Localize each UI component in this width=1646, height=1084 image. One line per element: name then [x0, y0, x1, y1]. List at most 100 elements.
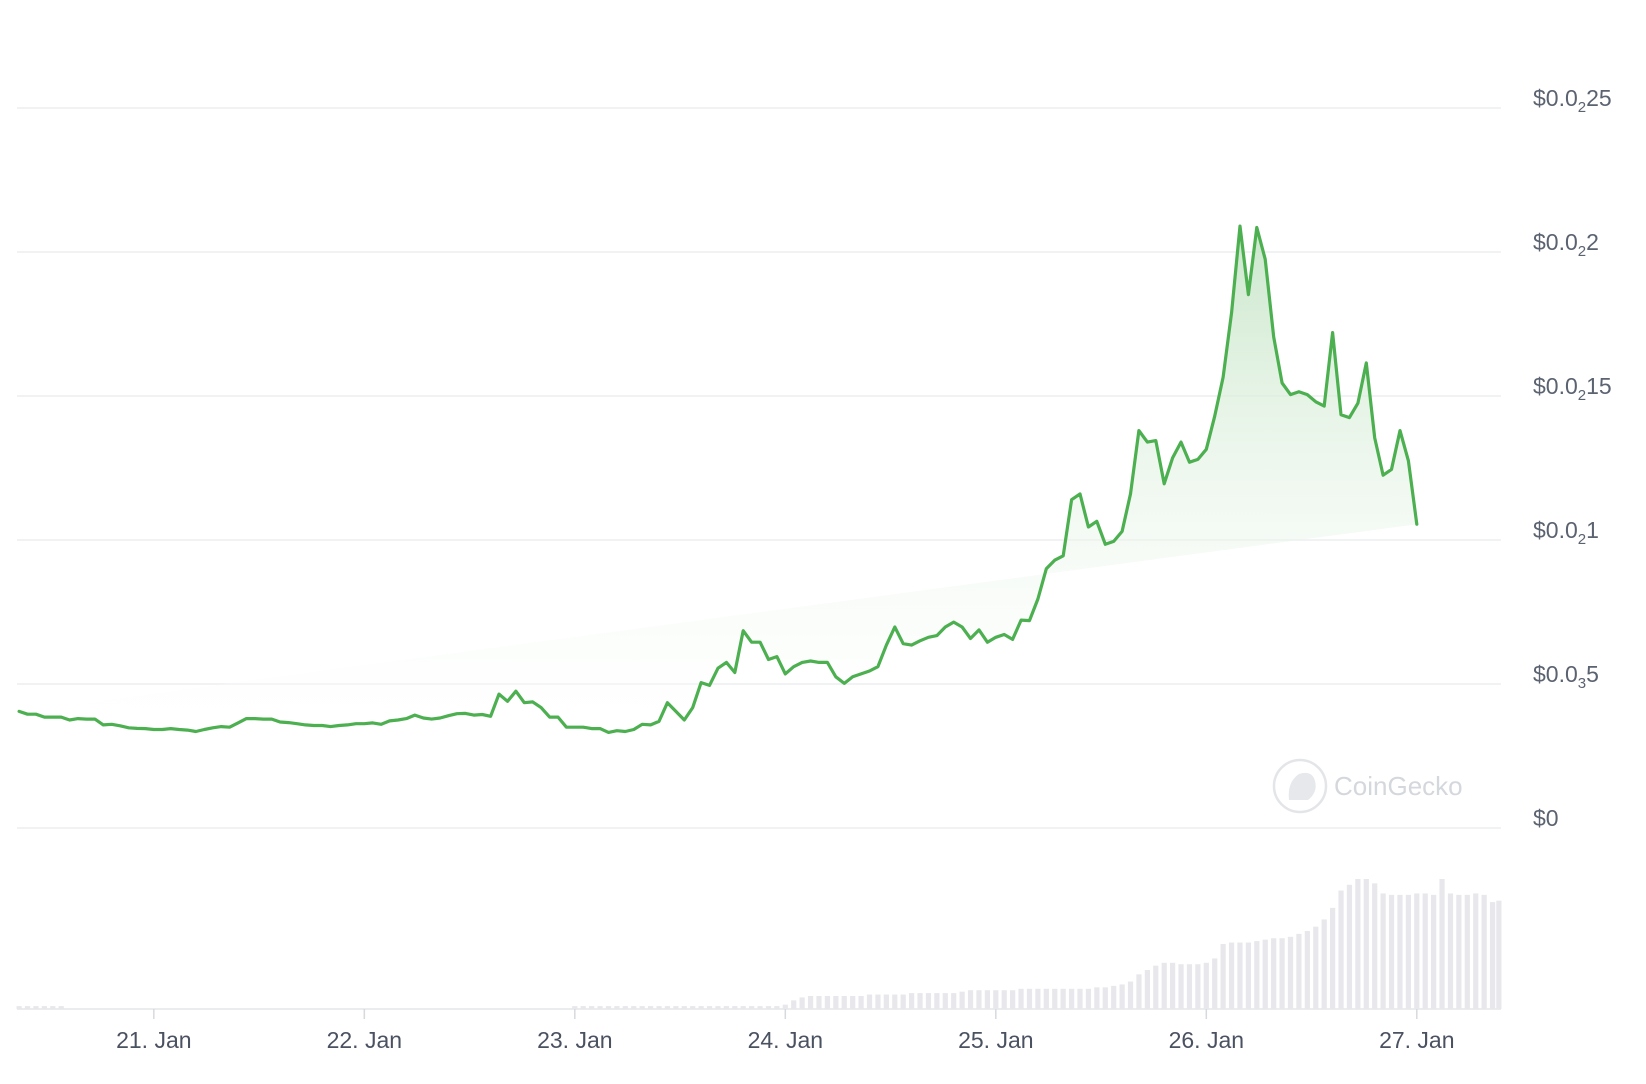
- volume-bar: [690, 1006, 696, 1009]
- volume-bar: [1287, 936, 1294, 1009]
- volume-bar: [1262, 939, 1268, 1009]
- volume-bar: [589, 1006, 595, 1009]
- volume-bar: [1077, 988, 1083, 1009]
- volume-bar: [673, 1006, 679, 1009]
- volume-bar: [917, 993, 923, 1009]
- volume-bar: [740, 1006, 746, 1009]
- volume-bar: [1026, 988, 1033, 1009]
- volume-bar: [1170, 962, 1176, 1009]
- volume-bar: [1001, 990, 1007, 1009]
- volume-bar: [605, 1006, 612, 1009]
- watermark-text: CoinGecko: [1334, 771, 1463, 801]
- volume-bar: [1456, 894, 1462, 1009]
- volume-bar: [647, 1006, 654, 1009]
- volume-bar: [597, 1006, 603, 1009]
- volume-bar: [967, 990, 974, 1009]
- volume-bar: [1414, 893, 1420, 1009]
- volume-bar: [774, 1006, 780, 1009]
- volume-bar: [993, 990, 999, 1009]
- volume-bar: [1473, 893, 1479, 1009]
- volume-bar: [723, 1006, 729, 1009]
- volume-bar: [1161, 962, 1167, 1009]
- volume-bar: [1220, 944, 1226, 1009]
- volume-bar: [681, 1006, 687, 1009]
- volume-bar: [1085, 988, 1092, 1009]
- volume-bar: [698, 1006, 704, 1009]
- volume-bar: [1447, 893, 1454, 1009]
- volume-bar: [1035, 988, 1041, 1009]
- volume-bar: [1237, 942, 1243, 1009]
- volume-bar: [925, 993, 932, 1009]
- volume-bar: [58, 1006, 64, 1009]
- volume-bar: [1245, 942, 1252, 1009]
- volume-bar: [631, 1006, 637, 1009]
- y-tick-label: $0.021: [1533, 517, 1599, 548]
- volume-bar: [850, 996, 856, 1009]
- volume-bar: [765, 1006, 772, 1009]
- volume-bar: [706, 1006, 713, 1009]
- volume-bar: [1355, 879, 1361, 1009]
- y-tick-label: $0.035: [1533, 661, 1599, 692]
- volume-bar: [1212, 958, 1218, 1009]
- volume-bar: [1203, 962, 1209, 1009]
- y-tick-label: $0.0215: [1533, 373, 1612, 404]
- volume-bar: [900, 994, 906, 1009]
- volume-bar: [984, 990, 990, 1009]
- volume-bar: [572, 1006, 578, 1009]
- volume-bar: [841, 996, 847, 1009]
- gecko-head-icon: [1288, 772, 1316, 800]
- volume-bar: [1052, 988, 1058, 1009]
- volume-bar: [1228, 942, 1235, 1009]
- x-tick-label: 21. Jan: [116, 1027, 191, 1053]
- volume-bar: [1464, 894, 1470, 1009]
- volume-bar: [833, 996, 839, 1009]
- volume-bar: [883, 994, 889, 1009]
- watermark: CoinGecko: [1272, 758, 1463, 814]
- volume-bar: [1388, 894, 1395, 1009]
- volume-bar: [1304, 931, 1310, 1009]
- volume-bar: [1127, 981, 1134, 1009]
- volume-bar: [1439, 879, 1445, 1009]
- volume-bar: [1431, 894, 1437, 1009]
- volume-bar: [799, 997, 805, 1009]
- volume-bar: [33, 1006, 39, 1009]
- volume-bar: [976, 990, 982, 1009]
- volume-bar: [715, 1006, 721, 1009]
- gecko-logo-icon: [1272, 758, 1328, 814]
- volume-bar: [1279, 938, 1285, 1009]
- volume-bar: [1060, 988, 1066, 1009]
- volume-bar: [1321, 919, 1327, 1009]
- volume-bar: [1254, 941, 1260, 1009]
- volume-bar: [749, 1006, 755, 1009]
- volume-bar: [951, 993, 957, 1009]
- volume-bar: [866, 994, 873, 1009]
- volume-bar: [580, 1006, 586, 1009]
- volume-bar: [1481, 894, 1487, 1009]
- y-axis-ticks: $0 $0.035 $0.021 $0.0215 $0.022 $0.0225: [1533, 85, 1612, 831]
- volume-bar: [1010, 990, 1016, 1009]
- volume-bar: [1313, 926, 1319, 1009]
- volume-bar: [1296, 933, 1302, 1009]
- volume-bar: [908, 993, 915, 1009]
- x-tick-label: 25. Jan: [958, 1027, 1033, 1053]
- x-axis-ticks: 21. Jan 22. Jan 23. Jan 24. Jan 25. Jan 26. J…: [116, 1009, 1455, 1053]
- volume-bar: [757, 1006, 763, 1009]
- y-tick-label: $0.0225: [1533, 85, 1612, 116]
- volume-bar: [622, 1006, 628, 1009]
- grid-lines: [17, 107, 1501, 1010]
- volume-bar: [1068, 988, 1075, 1009]
- price-line: [17, 224, 1419, 734]
- volume-bar: [1094, 987, 1100, 1009]
- volume-bar: [1338, 890, 1344, 1009]
- volume-bar: [791, 1000, 797, 1009]
- volume-bar: [875, 994, 881, 1009]
- volume-bars: [16, 879, 1502, 1009]
- volume-bar: [858, 996, 864, 1009]
- volume-bar: [1489, 902, 1496, 1009]
- volume-bar: [959, 991, 965, 1009]
- x-tick-label: 22. Jan: [327, 1027, 402, 1053]
- x-tick-label: 26. Jan: [1169, 1027, 1244, 1053]
- volume-bar: [24, 1006, 31, 1009]
- volume-bar: [1372, 883, 1378, 1009]
